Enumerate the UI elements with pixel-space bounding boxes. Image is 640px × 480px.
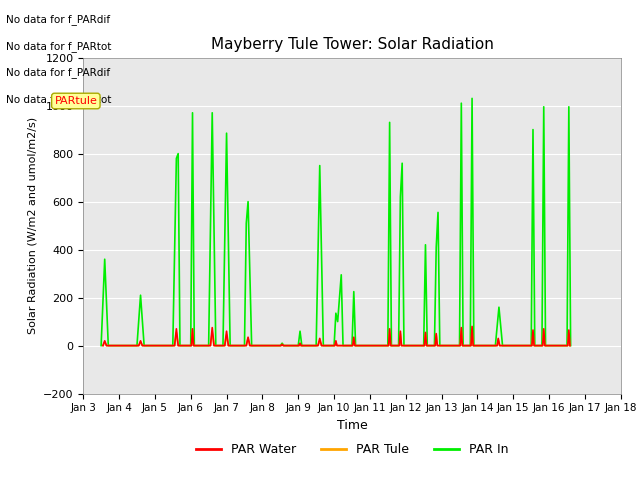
Text: No data for f_PARtot: No data for f_PARtot [6,41,112,52]
Legend: PAR Water, PAR Tule, PAR In: PAR Water, PAR Tule, PAR In [191,438,513,461]
Text: PARtule: PARtule [54,96,97,106]
Y-axis label: Solar Radiation (W/m2 and umol/m2/s): Solar Radiation (W/m2 and umol/m2/s) [28,117,37,334]
X-axis label: Time: Time [337,419,367,432]
Title: Mayberry Tule Tower: Solar Radiation: Mayberry Tule Tower: Solar Radiation [211,37,493,52]
Text: No data for f_PARdif: No data for f_PARdif [6,67,111,78]
Text: No data for f_PARtot: No data for f_PARtot [6,94,112,105]
Text: No data for f_PARdif: No data for f_PARdif [6,14,111,25]
